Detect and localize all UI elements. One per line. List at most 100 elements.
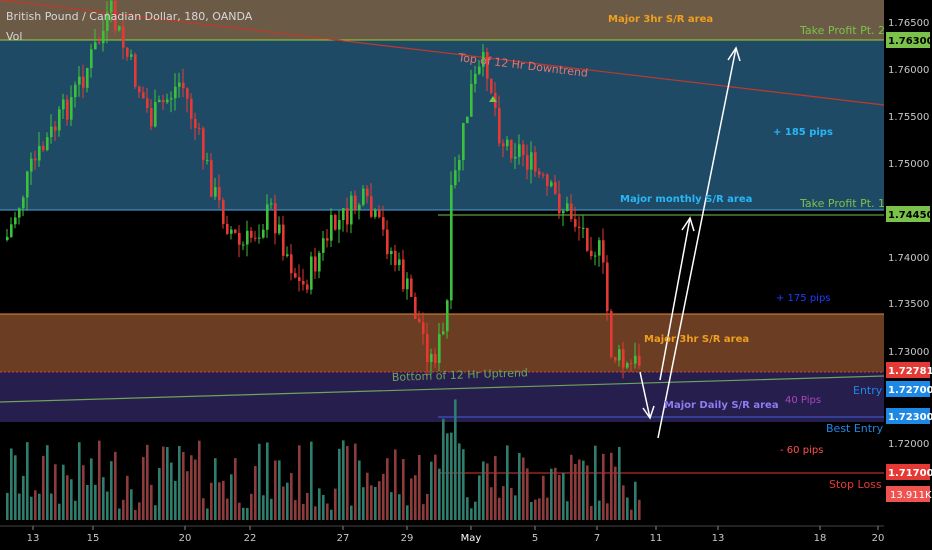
label-stop-loss: Stop Loss xyxy=(829,478,882,491)
candle-body xyxy=(226,223,229,234)
price-box-entry[interactable] xyxy=(886,381,930,397)
price-tick-label: 1.76500 xyxy=(888,18,929,29)
price-box-current[interactable] xyxy=(886,362,930,378)
candle-body xyxy=(166,99,169,103)
volume-bar xyxy=(298,445,301,520)
volume-bar xyxy=(250,493,253,520)
volume-bar xyxy=(414,475,417,520)
candle-body xyxy=(458,160,461,171)
price-tick-label: 1.75000 xyxy=(888,159,929,170)
volume-bar xyxy=(46,445,49,520)
volume-bar xyxy=(94,484,97,520)
candle-body xyxy=(162,99,165,103)
candle-body xyxy=(330,215,333,241)
volume-bar xyxy=(498,497,501,520)
volume-bar xyxy=(222,480,225,520)
volume-bar xyxy=(74,500,77,520)
candle-body xyxy=(170,98,173,100)
candle-body xyxy=(454,170,457,186)
volume-bar xyxy=(598,500,601,520)
candle-body xyxy=(254,237,257,239)
candle-body xyxy=(182,82,185,89)
volume-bar xyxy=(474,501,477,520)
volume-bar xyxy=(278,460,281,520)
volume-bar xyxy=(402,459,405,520)
candle-body xyxy=(146,98,149,109)
candle-body xyxy=(138,86,141,93)
volume-indicator-label: Vol xyxy=(6,30,23,43)
candle-body xyxy=(434,354,437,364)
price-tick-label: 1.76000 xyxy=(888,65,929,76)
price-box-stop-loss[interactable] xyxy=(886,464,930,480)
volume-bar xyxy=(118,508,121,520)
arrow-up-short-head xyxy=(681,216,695,232)
candle-body xyxy=(202,128,205,161)
volume-bar xyxy=(158,467,161,520)
annotation-pips-40: 40 Pips xyxy=(785,395,821,406)
price-box-best-entry[interactable] xyxy=(886,408,930,424)
volume-bar xyxy=(438,468,441,520)
candle-body xyxy=(118,26,121,31)
volume-bar xyxy=(518,452,521,520)
volume-bar xyxy=(330,509,333,520)
downtrend-line xyxy=(0,0,885,106)
volume-bar xyxy=(482,461,485,520)
candle-body xyxy=(270,203,273,205)
candle-body xyxy=(586,227,589,251)
candle-body xyxy=(34,158,37,161)
candle-body xyxy=(450,185,453,301)
candle-body xyxy=(518,144,521,157)
candle-body xyxy=(538,171,541,175)
volume-bar xyxy=(110,461,113,520)
candle-body xyxy=(318,252,321,272)
candle-body xyxy=(542,174,545,176)
volume-bar xyxy=(462,449,465,520)
candle-body xyxy=(302,281,305,285)
symbol-title: British Pound / Canadian Dollar, 180, OA… xyxy=(6,10,253,23)
candle-body xyxy=(418,318,421,323)
candle-body xyxy=(298,277,301,281)
volume-bar xyxy=(54,464,57,520)
price-box-take-profit-1[interactable] xyxy=(886,206,930,222)
volume-bar xyxy=(378,481,381,520)
volume-bar xyxy=(130,489,133,520)
volume-bar xyxy=(578,459,581,520)
annotation-3hr-top: Major 3hr S/R area xyxy=(608,14,713,25)
volume-bar xyxy=(106,491,109,520)
candle-body xyxy=(610,311,613,357)
candle-body xyxy=(42,145,45,151)
volume-bar xyxy=(210,482,213,520)
volume-bar xyxy=(494,456,497,520)
volume-bar xyxy=(486,463,489,520)
volume-bar xyxy=(242,507,245,520)
candle-body xyxy=(82,76,85,88)
volume-bar xyxy=(102,477,105,520)
candle-body xyxy=(594,255,597,257)
candle-body xyxy=(106,12,109,31)
candle-body xyxy=(498,108,501,144)
candle-body xyxy=(194,118,197,129)
price-box-current-text: 1.72781 xyxy=(888,366,932,377)
candle-body xyxy=(602,240,605,263)
volume-bar xyxy=(306,492,309,520)
candle-body xyxy=(354,195,357,210)
label-take-profit-1: Take Profit Pt. 1 xyxy=(799,197,885,210)
volume-bar xyxy=(134,509,137,520)
price-box-take-profit-1-text: 1.74450 xyxy=(888,210,932,221)
price-box-take-profit-2[interactable] xyxy=(886,32,930,48)
volume-bar xyxy=(558,474,561,520)
volume-bar xyxy=(478,475,481,520)
volume-bar xyxy=(150,484,153,520)
volume-bar xyxy=(234,458,237,520)
volume-bar xyxy=(30,496,33,520)
candle-body xyxy=(582,227,585,229)
candle-body xyxy=(114,0,117,31)
candle-body xyxy=(142,92,145,99)
volume-bar xyxy=(22,475,25,520)
volume-bar xyxy=(422,504,425,520)
volume-bar xyxy=(350,505,353,520)
time-tick-label: 29 xyxy=(401,533,414,544)
time-tick-label: 15 xyxy=(87,533,100,544)
